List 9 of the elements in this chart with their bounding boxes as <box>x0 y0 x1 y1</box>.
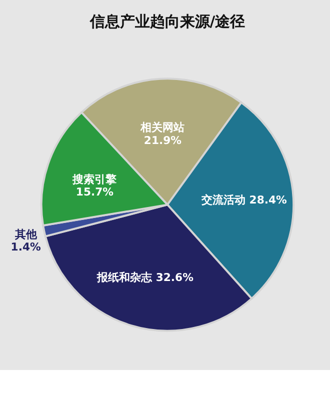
slice-label: 相关网站 <box>140 120 185 134</box>
slice-label: 报纸和杂志 32.6% <box>96 271 194 284</box>
chart-title: 信息产业趋向来源/途径 <box>88 13 246 30</box>
data-label: 1.4% <box>10 240 41 254</box>
slice-label: 其他 <box>14 228 38 241</box>
data-label: 21.9% <box>144 134 182 147</box>
slice-label: 交流活动 28.4% <box>200 194 288 207</box>
slice-label: 搜索引擎 <box>72 172 118 186</box>
data-label: 15.7% <box>76 186 114 199</box>
